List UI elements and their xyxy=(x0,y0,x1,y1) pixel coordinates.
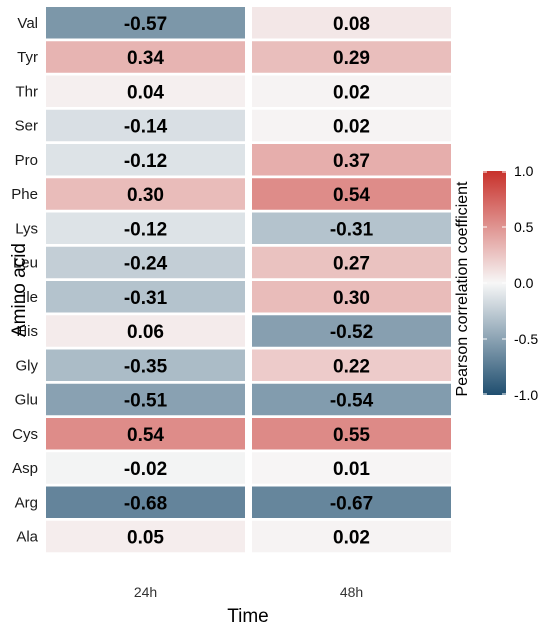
heatmap-cell xyxy=(46,383,245,416)
legend-tick-label: 0.0 xyxy=(514,275,534,291)
cell-value-label: 0.34 xyxy=(127,48,164,69)
cell-value-label: -0.02 xyxy=(124,459,167,480)
y-tick-label: His xyxy=(16,323,38,340)
cell-value-label: 0.37 xyxy=(333,151,370,172)
cell-value-label: 0.30 xyxy=(127,185,164,206)
x-axis-title: Time xyxy=(227,606,269,627)
heatmap-cell xyxy=(252,281,451,313)
cell-value-label: 0.02 xyxy=(333,82,370,103)
cell-value-label: -0.24 xyxy=(124,254,168,275)
y-tick-label: Phe xyxy=(11,186,38,203)
cell-value-label: -0.57 xyxy=(124,14,167,35)
y-axis-title: Amino acid xyxy=(9,243,30,337)
cell-value-label: 0.29 xyxy=(333,48,370,69)
heatmap-cell xyxy=(252,109,451,142)
heatmap-cell xyxy=(46,109,245,142)
cell-value-label: 0.54 xyxy=(333,185,370,206)
cell-value-label: -0.12 xyxy=(124,219,167,240)
y-tick-label: Ala xyxy=(16,529,38,546)
cell-value-label: 0.05 xyxy=(127,528,164,549)
cell-value-label: -0.12 xyxy=(124,151,167,172)
y-tick-label: Thr xyxy=(16,83,39,100)
heatmap-cell xyxy=(46,7,245,39)
y-tick-label: Ile xyxy=(22,289,38,306)
heatmap-cell xyxy=(252,452,451,484)
heatmap-cell xyxy=(252,315,451,347)
y-tick-label: Ser xyxy=(15,118,38,135)
cell-value-label: -0.67 xyxy=(330,493,373,514)
heatmap-cell xyxy=(46,246,245,279)
y-axis-ticks: Val Tyr Thr Ser Pro Phe Lys Leu Ile His Gly Glu Cys A… xyxy=(11,15,38,546)
y-tick-label: Gly xyxy=(16,357,39,374)
y-tick-label: Cys xyxy=(12,426,38,443)
heatmap-cell xyxy=(46,178,245,210)
heatmap-cell xyxy=(252,212,451,244)
heatmap-cells: -0.57 0.08 0.34 0.29 0.04 0.02 -0.14 0.02 -0.12 0… xyxy=(46,7,451,553)
legend-title: Pearson correlation coefficient xyxy=(454,181,471,396)
heatmap-cell xyxy=(46,349,245,381)
heatmap-cell xyxy=(46,281,245,313)
heatmap-cell xyxy=(252,178,451,210)
heatmap-cell xyxy=(252,75,451,107)
cell-value-label: -0.51 xyxy=(124,391,168,412)
y-tick-label: Lys xyxy=(15,220,38,237)
cell-value-label: 0.02 xyxy=(333,117,370,138)
legend-color-bar xyxy=(483,171,506,395)
heatmap-cell xyxy=(252,246,451,279)
y-tick-label: Leu xyxy=(13,255,38,272)
color-legend: Pearson correlation coefficient 1.0 0.5 0.… xyxy=(454,163,538,403)
y-tick-label: Pro xyxy=(15,152,38,169)
cell-value-label: -0.52 xyxy=(330,322,373,343)
cell-value-label: 0.06 xyxy=(127,322,164,343)
heatmap-cell xyxy=(46,520,245,553)
x-tick-label: 48h xyxy=(340,584,363,600)
x-axis-ticks: 24h 48h xyxy=(134,584,363,600)
heatmap-cell xyxy=(252,349,451,381)
cell-value-label: 0.04 xyxy=(127,82,164,103)
heatmap-cell xyxy=(252,418,451,450)
heatmap-cell xyxy=(46,75,245,107)
heatmap-cell xyxy=(252,520,451,553)
cell-value-label: 0.27 xyxy=(333,254,370,275)
cell-value-label: 0.54 xyxy=(127,425,164,446)
cell-value-label: -0.31 xyxy=(330,219,374,240)
heatmap-cell xyxy=(46,486,245,518)
heatmap-cell xyxy=(252,486,451,518)
cell-value-label: -0.54 xyxy=(330,391,374,412)
cell-value-label: 0.55 xyxy=(333,425,370,446)
heatmap-cell xyxy=(252,41,451,73)
heatmap-cell xyxy=(46,418,245,450)
cell-value-label: 0.08 xyxy=(333,14,370,35)
y-tick-label: Val xyxy=(17,15,38,32)
cell-value-label: 0.22 xyxy=(333,356,370,377)
heatmap-cell xyxy=(252,7,451,39)
legend-tick-label: 0.5 xyxy=(514,219,534,235)
legend-ticks: 1.0 0.5 0.0 -0.5 -1.0 xyxy=(483,163,538,403)
heatmap-cell xyxy=(46,144,245,176)
y-tick-label: Arg xyxy=(15,494,38,511)
heatmap-cell xyxy=(46,452,245,484)
legend-tick-label: -1.0 xyxy=(514,387,538,403)
cell-value-label: 0.01 xyxy=(333,459,370,480)
heatmap-cell xyxy=(46,212,245,244)
legend-tick-label: -0.5 xyxy=(514,331,538,347)
heatmap-cell xyxy=(46,41,245,73)
cell-value-label: -0.14 xyxy=(124,117,168,138)
heatmap-cell xyxy=(252,144,451,176)
cell-value-label: -0.68 xyxy=(124,493,167,514)
cell-value-label: -0.31 xyxy=(124,288,168,309)
cell-value-label: 0.30 xyxy=(333,288,370,309)
y-tick-label: Tyr xyxy=(17,49,38,66)
heatmap-cell xyxy=(252,383,451,416)
cell-value-label: -0.35 xyxy=(124,356,168,377)
legend-tick-label: 1.0 xyxy=(514,163,534,179)
cell-value-label: 0.02 xyxy=(333,528,370,549)
x-tick-label: 24h xyxy=(134,584,157,600)
heatmap-cell xyxy=(46,315,245,347)
y-tick-label: Glu xyxy=(15,392,38,409)
y-tick-label: Asp xyxy=(12,460,38,477)
